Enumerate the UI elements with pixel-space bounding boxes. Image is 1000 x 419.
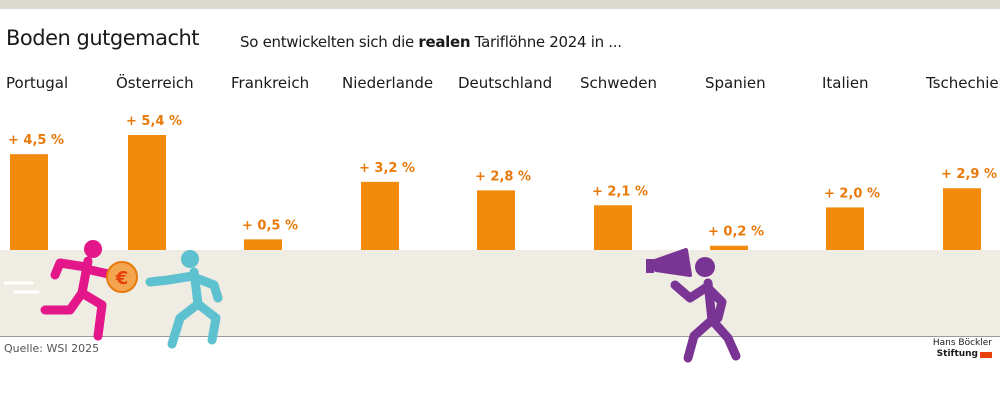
- euro-coin-icon: €: [106, 261, 138, 293]
- ground-band: [0, 250, 1000, 336]
- footer-rule: [0, 336, 1000, 337]
- data-label: + 2,8 %: [475, 169, 531, 184]
- data-label: + 0,2 %: [708, 225, 764, 240]
- bar: [826, 207, 864, 250]
- data-label: + 2,1 %: [592, 184, 648, 199]
- megaphone-figure-icon: [646, 248, 741, 363]
- bar: [361, 181, 399, 250]
- logo-text-line1: Hans Böckler: [932, 338, 992, 348]
- data-label: + 3,2 %: [359, 161, 415, 176]
- bar: [477, 190, 515, 250]
- hans-boeckler-logo: Hans Böckler Stiftung: [926, 338, 992, 366]
- subtitle-text-before: So entwickelten sich die: [240, 33, 419, 51]
- data-label: + 4,5 %: [8, 133, 64, 148]
- country-label: Schweden: [580, 74, 657, 92]
- subtitle-text-after: Tariflöhne 2024 in ...: [470, 33, 622, 51]
- data-label: + 5,4 %: [126, 114, 182, 129]
- chaser-figure-icon: [145, 250, 223, 349]
- bar: [710, 245, 748, 250]
- country-label: Deutschland: [458, 74, 552, 92]
- runner-figure-icon: [40, 240, 122, 341]
- country-label: Niederlande: [342, 74, 433, 92]
- chart-title: Boden gutgemacht: [6, 26, 200, 50]
- country-label: Portugal: [6, 74, 68, 92]
- subtitle-text-bold: realen: [418, 33, 471, 51]
- country-label: Spanien: [705, 74, 766, 92]
- source-note: Quelle: WSI 2025: [4, 342, 100, 355]
- data-label: + 0,5 %: [242, 218, 298, 233]
- country-label: Italien: [822, 74, 869, 92]
- logo-mark-icon: [980, 352, 992, 358]
- bar: [943, 188, 981, 250]
- data-label: + 2,9 %: [941, 167, 997, 182]
- speed-lines-icon: [3, 281, 40, 294]
- data-label: + 2,0 %: [824, 186, 880, 201]
- top-stripe: [0, 0, 1000, 9]
- logo-text-line2: Stiftung: [936, 349, 978, 359]
- bar: [10, 154, 48, 250]
- bar: [594, 205, 632, 250]
- chart-subtitle: So entwickelten sich die realen Tariflöh…: [240, 33, 622, 51]
- country-label: Frankreich: [231, 74, 309, 92]
- country-label: Österreich: [116, 73, 194, 92]
- euro-symbol: €: [115, 268, 129, 289]
- bar: [128, 135, 166, 250]
- country-label: Tschechien: [925, 74, 1000, 92]
- bar-chart: Portugal + 4,5 % Österreich + 5,4 % Frankrei…: [6, 73, 1000, 250]
- bar: [244, 239, 282, 250]
